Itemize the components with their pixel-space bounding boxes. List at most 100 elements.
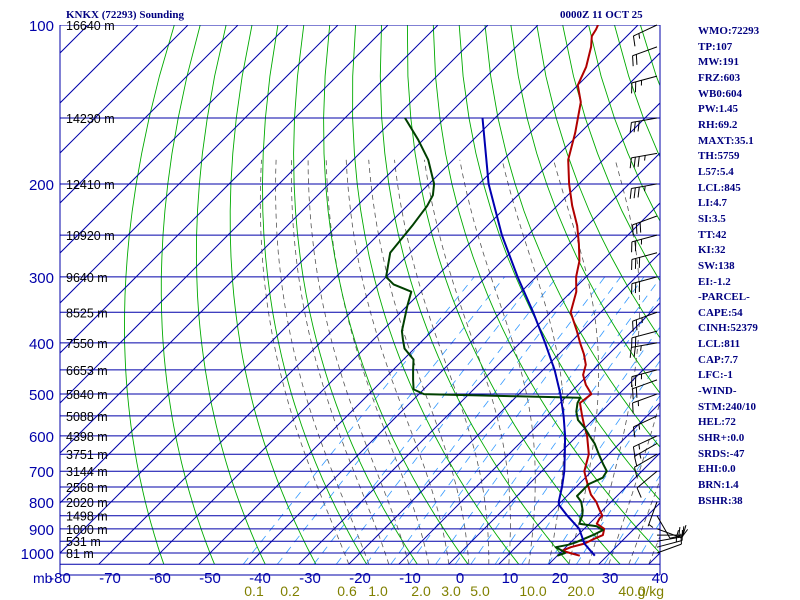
wind-barb — [632, 215, 658, 236]
wind-barb-shaft — [631, 183, 658, 189]
wind-barbs — [629, 24, 689, 554]
mixing-ratio-label: 1.0 — [368, 583, 388, 599]
wind-barb — [656, 515, 681, 539]
height-label: 531 m — [66, 535, 101, 549]
temperature-tick-label: 20 — [552, 570, 569, 587]
mixing-ratio-line — [494, 326, 660, 565]
wind-barb-shaft — [631, 117, 658, 123]
temperature-tick-label: -70 — [99, 570, 121, 587]
height-label: 5088 m — [66, 410, 108, 424]
wind-barb-flag — [632, 446, 636, 458]
mixing-ratio-line — [454, 277, 660, 565]
index-item: EHI:0.0 — [698, 463, 736, 476]
index-item: TT:42 — [698, 228, 727, 241]
wind-barb-flag — [632, 321, 634, 332]
wind-barb-half-flag — [638, 424, 641, 430]
dry-adiabat — [352, 25, 520, 565]
wind-barb — [631, 234, 658, 253]
parcel-trace — [481, 117, 596, 557]
isotherm — [60, 25, 539, 504]
index-item: PW:1.45 — [698, 103, 739, 116]
isotherm — [548, 452, 660, 565]
mixing-ratio-label: 5.0 — [470, 583, 490, 599]
wind-barb — [629, 117, 658, 133]
wind-barb-flag — [632, 35, 636, 47]
dry-adiabat — [323, 25, 469, 565]
wind-barb-shaft — [633, 415, 658, 428]
wind-barb-shaft — [631, 369, 658, 378]
index-item: FRZ:603 — [698, 71, 741, 84]
mixing-ratio-line — [603, 474, 660, 565]
index-item: SHR+:0.0 — [698, 432, 745, 445]
wind-barb-flag — [635, 223, 638, 234]
index-item: L57:5.4 — [698, 165, 734, 178]
mixing-ratio-line — [408, 276, 622, 565]
dry-adiabat — [262, 25, 367, 565]
dry-adiabat — [796, 25, 800, 564]
mixing-ratio-line — [390, 276, 606, 565]
height-label: 7550 m — [66, 337, 108, 351]
wind-barb-flag — [637, 121, 640, 132]
index-item: STM:240/10 — [698, 400, 757, 413]
moist-adiabat — [275, 159, 370, 565]
series-clip — [385, 25, 608, 557]
temperature-tick-label: 0 — [456, 570, 464, 587]
pressure-tick-label: 300 — [29, 270, 54, 287]
dry-adiabat — [406, 25, 621, 565]
wind-barb-shaft — [647, 501, 658, 527]
wind-barb-flag — [632, 224, 634, 236]
wind-barb-flag — [633, 187, 636, 199]
height-label: 16640 m — [66, 19, 115, 33]
index-item: TP:107 — [698, 40, 733, 53]
isotherm — [0, 25, 38, 564]
wind-barb — [629, 183, 658, 199]
index-item: TH:5759 — [698, 150, 740, 163]
dry-adiabat — [160, 25, 215, 565]
height-label: 14230 m — [66, 112, 115, 126]
wind-barb-flag — [632, 388, 634, 400]
moist-adiabat — [628, 479, 660, 565]
temperature-trace — [561, 25, 606, 557]
pressure-tick-label: 600 — [29, 429, 54, 446]
dry-adiabat — [195, 25, 266, 565]
moist-adiabat — [259, 159, 350, 565]
grid-clip — [0, 25, 800, 565]
wind-barb-flag — [629, 347, 632, 358]
wind-barb-flag — [682, 524, 687, 536]
moist-adiabat — [459, 159, 536, 565]
pressure-tick-label: 100 — [29, 18, 54, 35]
dry-adiabat — [293, 25, 418, 565]
wind-barb-shaft — [633, 435, 658, 448]
wind-barb-shaft — [656, 539, 683, 548]
mixing-ratio-label: 0.1 — [244, 583, 264, 599]
mixing-ratio-line — [335, 276, 558, 565]
index-item: CINH:52379 — [698, 322, 758, 335]
index-item: EI:-1.2 — [698, 275, 731, 288]
mixing-ratio-unit: g/kg — [638, 583, 664, 599]
index-item: WB0:604 — [698, 87, 742, 100]
wind-barb — [631, 369, 658, 388]
index-item: CAPE:54 — [698, 306, 743, 319]
isotherm — [198, 102, 660, 565]
index-item: LCL:811 — [698, 338, 741, 351]
wind-barb-shaft — [631, 252, 658, 260]
dry-adiabat — [536, 25, 660, 339]
moist-adiabat — [608, 400, 660, 565]
dry-adiabat — [229, 25, 317, 565]
index-item: -PARCEL- — [698, 291, 750, 304]
wind-barb-half-flag — [638, 444, 641, 450]
temperature-tick-label: -80 — [49, 570, 71, 587]
index-item: SI:3.5 — [698, 212, 726, 225]
dry-adiabat — [124, 25, 175, 565]
isotherm — [60, 25, 339, 304]
temperature-tick-label: -20 — [349, 570, 371, 587]
wind-barb — [647, 501, 658, 528]
wind-barb-flag — [633, 157, 636, 168]
wind-barb-flag — [632, 402, 634, 414]
wind-barb — [629, 342, 658, 358]
wind-barb-half-flag — [640, 345, 642, 351]
mixing-ratio-line — [521, 360, 660, 565]
wind-barb-flag — [633, 467, 638, 478]
wind-barb-flag — [635, 319, 638, 331]
isotherm — [60, 25, 239, 204]
